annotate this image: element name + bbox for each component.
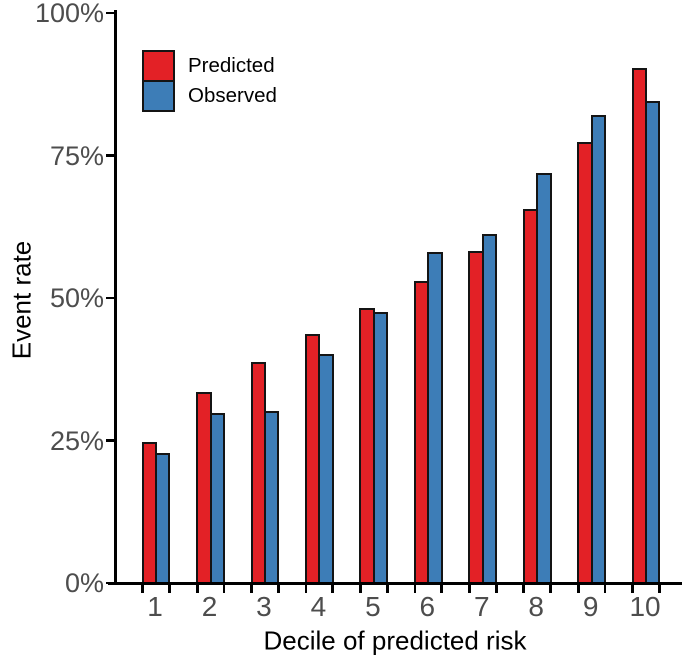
x-tick-mark [304,584,308,593]
x-tick-mark [467,584,471,593]
x-tick-mark [276,584,280,593]
y-tick-label: 50% [49,283,104,313]
x-tick-mark [440,584,444,593]
y-tick-mark [105,296,114,300]
x-tick-label: 10 [629,591,661,622]
x-tick-mark [141,584,145,593]
y-axis-line [113,10,117,585]
bar-observed-7 [481,233,498,585]
x-tick-mark [549,584,552,593]
x-tick-mark [195,584,199,593]
y-tick-label: 0% [64,568,104,598]
x-tick-mark [631,584,635,593]
bar-observed-2 [209,412,225,585]
bar-observed-3 [263,411,280,585]
legend-item-observed: Observed [142,80,277,113]
y-tick-mark [105,439,114,442]
x-tick-label: 7 [473,591,490,622]
bar-observed-5 [372,312,389,585]
x-tick-mark [331,584,335,593]
y-tick-label: 75% [49,140,104,171]
legend-label-observed: Observed [188,84,277,107]
y-tick-mark [105,11,114,15]
legend-item-predicted: Predicted [142,49,277,82]
y-tick-label: 25% [49,425,104,456]
x-tick-mark [359,584,362,593]
bar-observed-4 [318,354,334,585]
y-tick-mark [105,154,114,157]
x-tick-mark [522,584,526,593]
bar-observed-1 [155,453,171,585]
x-tick-label: 8 [528,591,544,622]
y-tick-label: 100% [34,0,104,28]
x-tick-label: 2 [201,591,218,622]
predicted-swatch-icon [142,49,175,82]
x-tick-mark [413,584,417,593]
x-axis-line [108,581,682,585]
x-tick-mark [168,584,171,593]
x-tick-mark [603,584,607,593]
x-tick-mark [222,584,226,593]
observed-swatch-icon [142,80,175,112]
x-tick-label: 6 [419,591,436,622]
x-axis-title: Decile of predicted risk [263,625,527,656]
x-tick-mark [494,584,498,593]
bar-observed-6 [427,251,443,585]
x-tick-label: 4 [310,591,327,622]
x-tick-mark [250,584,253,593]
bar-observed-8 [536,172,552,585]
x-tick-label: 1 [147,591,163,622]
x-tick-label: 9 [582,591,599,622]
bar-observed-10 [645,100,661,585]
x-tick-mark [576,584,580,593]
legend: Predicted Observed [142,49,277,113]
x-tick-label: 5 [365,591,381,622]
x-tick-label: 3 [256,591,272,622]
legend-label-predicted: Predicted [188,53,275,77]
bar-observed-9 [590,115,606,585]
y-tick-mark [105,581,114,585]
x-tick-mark [658,584,661,593]
x-tick-mark [385,584,389,593]
